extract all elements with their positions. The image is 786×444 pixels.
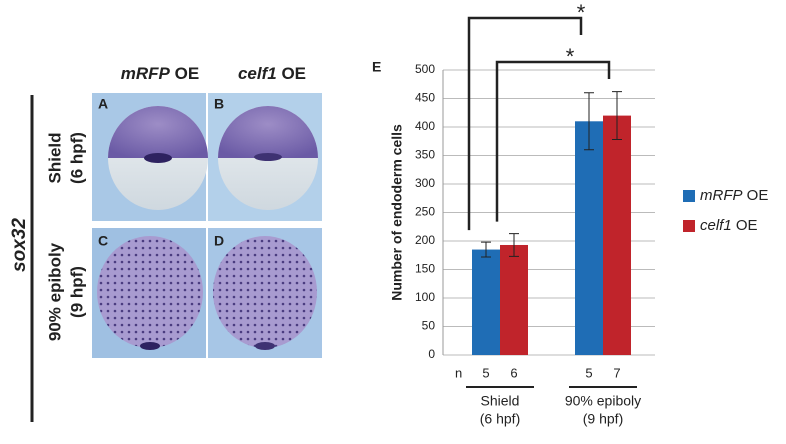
significance-bracket — [467, 16, 583, 231]
error-bar — [584, 92, 594, 151]
bar — [603, 115, 631, 355]
panel-label: E — [372, 59, 381, 75]
error-bar — [509, 233, 519, 257]
row-label: (9 hpf) — [67, 266, 86, 318]
y-tick-label: 500 — [415, 62, 435, 76]
n-value: 6 — [510, 365, 517, 380]
embryo-images — [92, 93, 322, 358]
n-value: 5 — [482, 365, 489, 380]
significance-bracket — [495, 60, 611, 222]
embryo — [144, 153, 172, 163]
significance-star: * — [577, 0, 586, 25]
y-tick-label: 150 — [415, 262, 435, 276]
y-tick-label: 250 — [415, 205, 435, 219]
embryo — [218, 106, 318, 158]
legend-label: celf1 OE — [700, 217, 758, 234]
legend-swatch — [683, 220, 695, 232]
image-label: C — [98, 233, 108, 249]
legend-label: mRFP OE — [700, 187, 768, 204]
embryo — [254, 153, 282, 161]
row-label: 90% epiboly — [45, 242, 64, 341]
y-tick-label: 50 — [422, 319, 436, 333]
error-bar — [481, 241, 491, 258]
embryo — [255, 342, 275, 350]
n-label: n — [455, 365, 462, 380]
gene-label: sox32 — [9, 218, 30, 272]
y-axis-label: Number of endoderm cells — [389, 124, 405, 301]
y-tick-label: 200 — [415, 233, 435, 247]
x-tick-label: (6 hpf) — [480, 411, 520, 427]
image-label: A — [98, 96, 108, 112]
bar — [575, 121, 603, 355]
y-tick-label: 100 — [415, 290, 435, 304]
y-tick-label: 350 — [415, 148, 435, 162]
embryo — [97, 236, 203, 348]
y-tick-label: 400 — [415, 119, 435, 133]
x-tick-label: Shield — [481, 393, 520, 409]
bar — [472, 249, 500, 355]
column-header: mRFP OE — [121, 64, 199, 83]
n-value: 7 — [613, 365, 620, 380]
row-label: Shield — [45, 132, 64, 183]
significance-star: * — [566, 44, 575, 69]
x-tick-label: 90% epiboly — [565, 393, 641, 409]
embryo — [140, 342, 160, 350]
embryo — [213, 236, 317, 348]
row-label: (6 hpf) — [67, 132, 86, 184]
y-tick-label: 300 — [415, 176, 435, 190]
bar — [500, 244, 528, 355]
image-label: B — [214, 96, 224, 112]
image-label: D — [214, 233, 224, 249]
y-tick-label: 0 — [428, 347, 435, 361]
y-tick-label: 450 — [415, 91, 435, 105]
embryo — [108, 106, 208, 158]
error-bar — [612, 91, 622, 141]
column-header: celf1 OE — [238, 64, 306, 83]
x-tick-label: (9 hpf) — [583, 411, 623, 427]
n-value: 5 — [585, 365, 592, 380]
legend-swatch — [683, 190, 695, 202]
